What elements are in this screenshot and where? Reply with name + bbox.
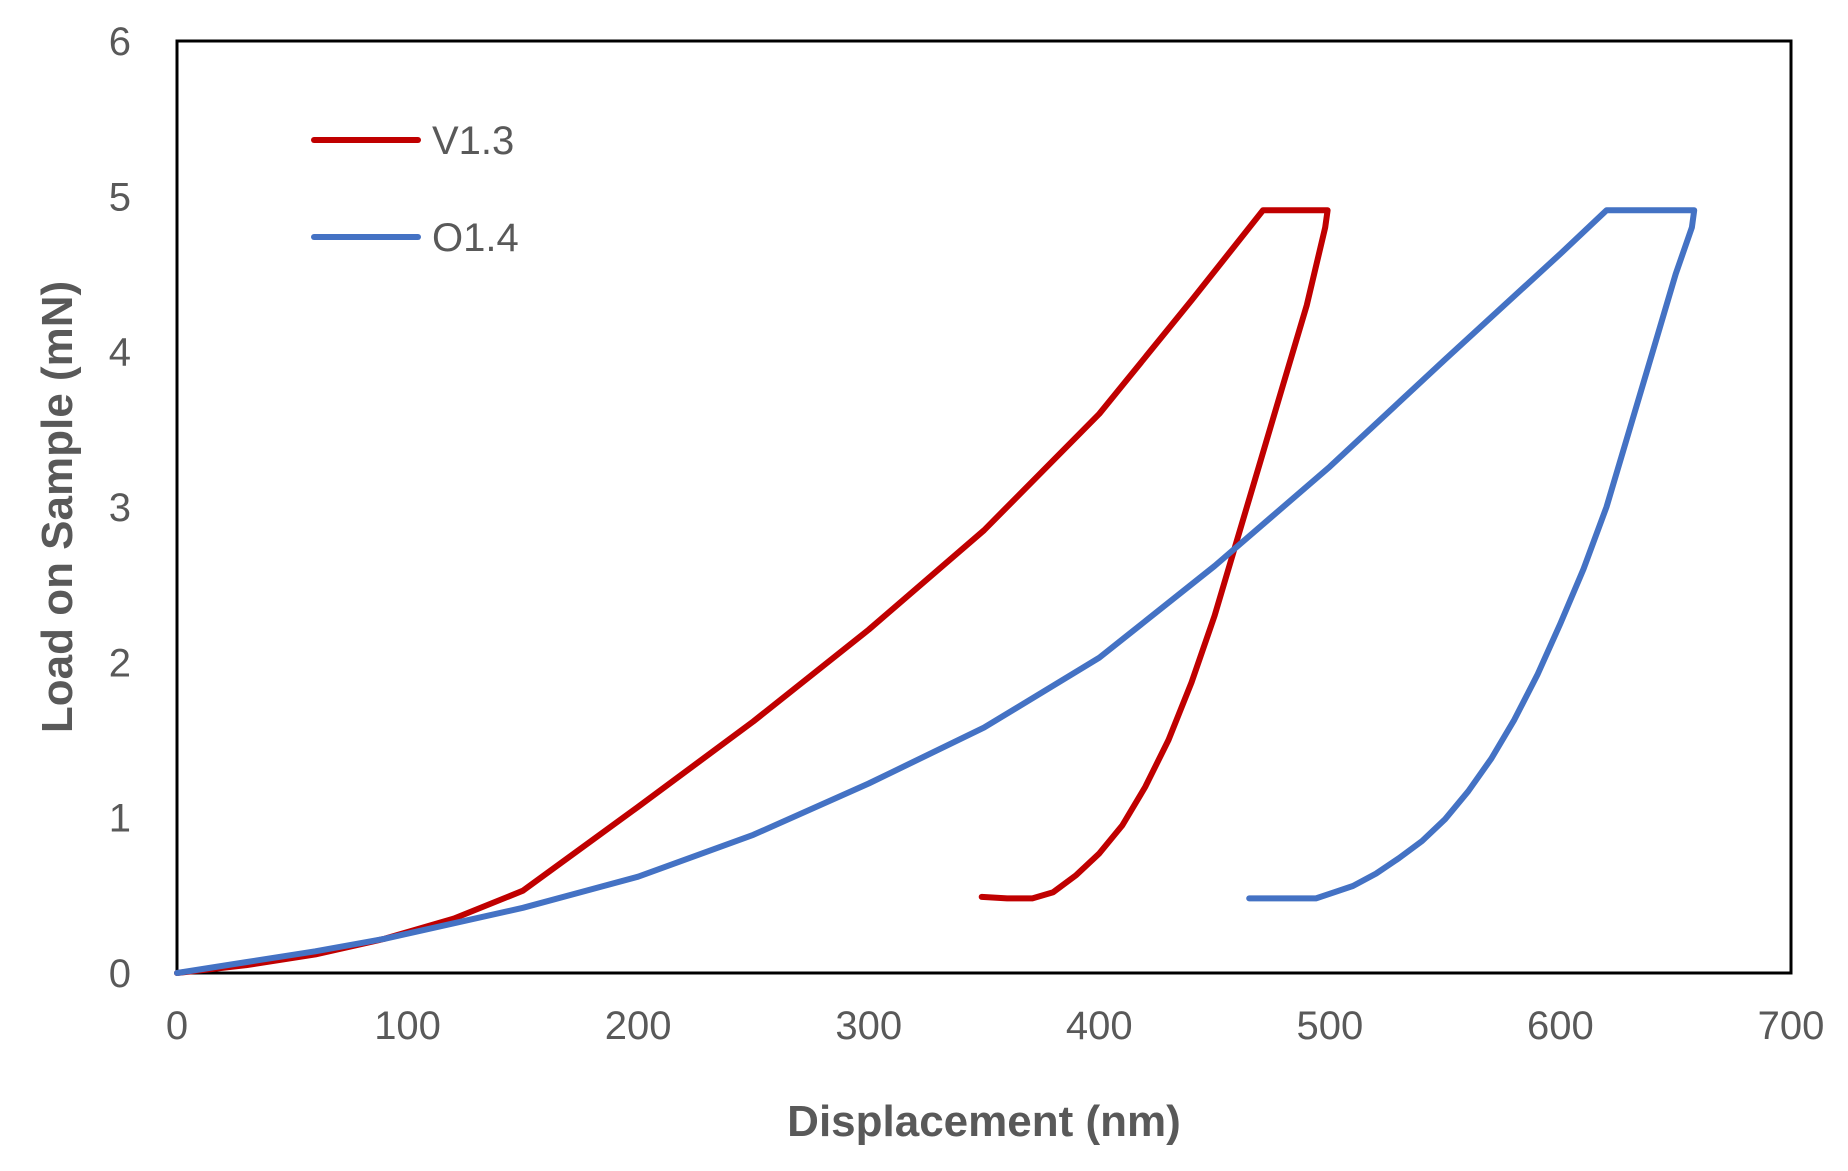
- x-axis-title: Displacement (nm): [787, 1097, 1181, 1146]
- legend-item: V1.3: [311, 119, 514, 163]
- legend-label: O1.4: [432, 216, 519, 260]
- plot-area-frame: [175, 39, 1793, 975]
- axes: 0 100 200 300 400 500 600 700 0 1 2 3 4 5 6 Displacemen…: [33, 20, 1824, 1146]
- y-tick-label: 6: [109, 20, 131, 64]
- data-series: [174, 207, 1698, 976]
- series-line: [174, 207, 1698, 976]
- y-tick-label: 0: [109, 952, 131, 996]
- legend: V1.3 O1.4: [311, 119, 519, 260]
- legend-label: V1.3: [432, 119, 514, 163]
- x-tick-label: 0: [166, 1004, 188, 1048]
- legend-item: O1.4: [311, 216, 519, 260]
- x-tick-label: 700: [1758, 1004, 1825, 1048]
- x-tick-label: 400: [1066, 1004, 1133, 1048]
- y-tick-label: 4: [109, 331, 131, 375]
- y-tick-label: 2: [109, 641, 131, 685]
- series-o1-4: [174, 207, 1698, 976]
- x-tick-label: 100: [374, 1004, 441, 1048]
- y-tick-label: 3: [109, 486, 131, 530]
- y-axis-title: Load on Sample (mN): [33, 281, 82, 733]
- x-tick-label: 300: [835, 1004, 902, 1048]
- series-v1-3: [174, 207, 1331, 976]
- y-tick-label: 1: [109, 797, 131, 841]
- x-tick-label: 500: [1296, 1004, 1363, 1048]
- x-tick-label: 600: [1527, 1004, 1594, 1048]
- x-tick-label: 200: [605, 1004, 672, 1048]
- series-line: [174, 207, 1331, 976]
- y-tick-label: 5: [109, 175, 131, 219]
